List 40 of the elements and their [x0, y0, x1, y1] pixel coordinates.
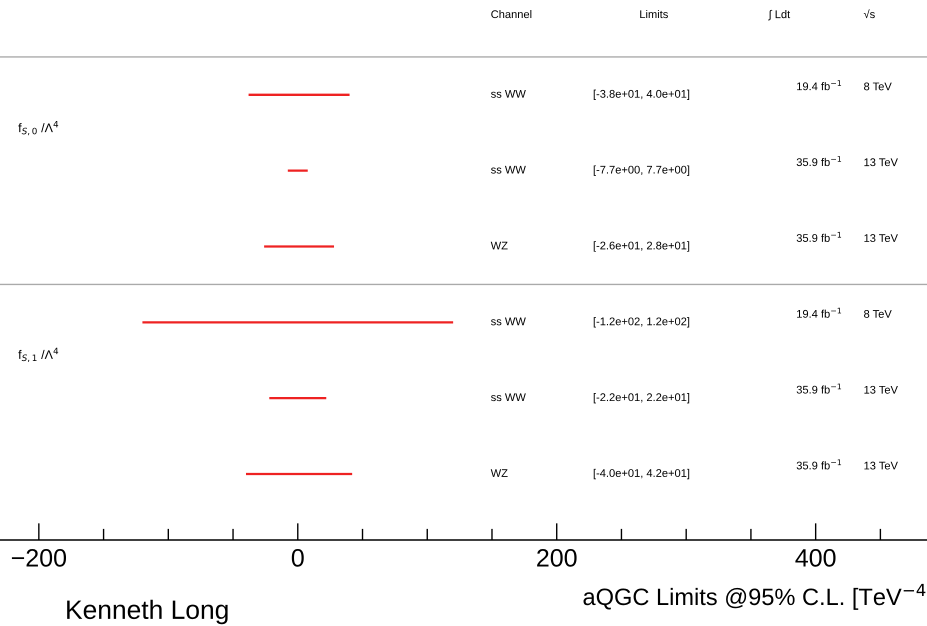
- annotation: ss WW: [491, 393, 526, 402]
- data-label: [-1.2e+02, 1.2e+02]: [594, 317, 690, 328]
- annotation: 19.4 fb$^{−1}$: [797, 80, 842, 90]
- annotation: ss WW: [491, 90, 526, 98]
- bar: [142, 321, 454, 324]
- annotation: ss WW: [491, 318, 526, 326]
- annotation: 13 TeV: [864, 234, 898, 242]
- annotation: f$_{S,1}$ /Λ$^{4}$: [18, 348, 58, 362]
- x-tick-label: 200: [537, 548, 577, 567]
- bar: [269, 397, 326, 400]
- text: √s: [864, 9, 875, 18]
- annotation: 13 TeV: [864, 462, 898, 470]
- text: Kenneth Long: [67, 600, 228, 624]
- x-tick-label: 400: [795, 548, 836, 567]
- data-label: [-7.7e+00, 7.7e+00]: [594, 165, 690, 176]
- data-label: [-3.8e+01, 4.0e+01]: [594, 90, 690, 100]
- annotation: f$_{S,0}$ /Λ$^{4}$: [18, 120, 58, 136]
- annotation: 13 TeV: [864, 386, 898, 394]
- annotation: 13 TeV: [864, 158, 898, 166]
- annotation: 35.9 fb$^{−1}$: [796, 232, 842, 242]
- text: Limits: [640, 10, 668, 18]
- annotation: 19.4 fb$^{−1}$: [797, 308, 842, 318]
- bar: [288, 170, 308, 172]
- annotation: 8 TeV: [864, 310, 892, 318]
- text: Channel: [491, 10, 532, 18]
- annotation: WZ: [490, 242, 508, 250]
- bar: [248, 94, 350, 96]
- annotation: ss WW: [491, 166, 526, 174]
- annotation: 35.9 fb$^{−1}$: [796, 459, 842, 470]
- annotation: WZ: [490, 469, 508, 477]
- x-tick-label: 0: [292, 548, 304, 567]
- x-tick-label: −200: [12, 548, 66, 567]
- data-label: [-2.2e+01, 2.2e+01]: [594, 392, 690, 404]
- data-label: [-2.6e+01, 2.8e+01]: [594, 241, 690, 252]
- annotation: 35.9 fb$^{−1}$: [796, 384, 842, 394]
- x-axis-title: aQGC Limits @95% C.L. [TeV$^{−4}$: [584, 584, 926, 610]
- annotation: 8 TeV: [864, 82, 892, 90]
- annotation: 35.9 fb$^{−1}$: [796, 156, 842, 166]
- text: ∫ Ldt: [768, 10, 790, 20]
- data-label: [-4.0e+01, 4.2e+01]: [594, 468, 690, 480]
